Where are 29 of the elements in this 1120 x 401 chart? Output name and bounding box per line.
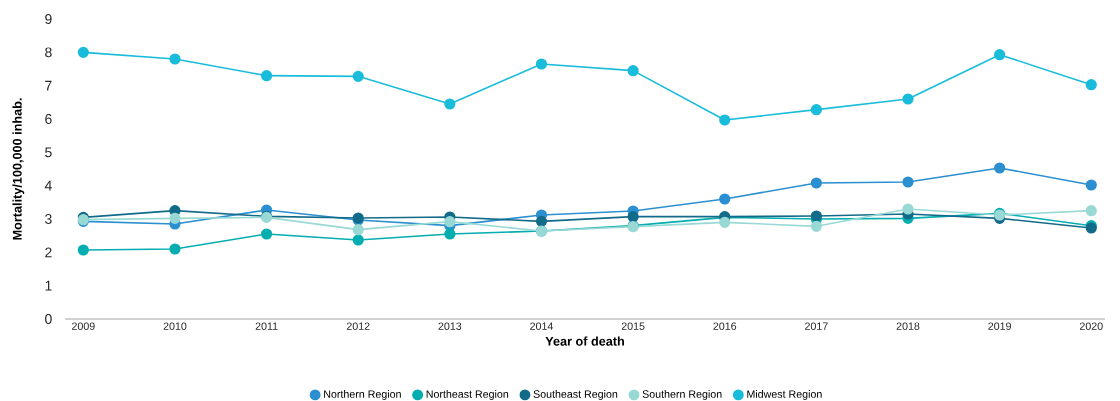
x-tick-label: 2013 bbox=[438, 322, 462, 330]
y-tick-label: 5 bbox=[45, 147, 52, 158]
y-tick-label: 4 bbox=[44, 180, 52, 191]
legend-label: Northeast Region bbox=[426, 390, 509, 400]
x-tick-label: 2012 bbox=[346, 322, 370, 330]
y-tick-label: 0 bbox=[45, 314, 52, 324]
y-tick-label: 1 bbox=[45, 280, 52, 291]
x-tick-label: 2017 bbox=[805, 322, 828, 330]
y-tick-label: 2 bbox=[45, 247, 52, 258]
x-axis-title: Year of death bbox=[545, 336, 624, 346]
legend-label: Midwest Region bbox=[747, 390, 822, 400]
legend-label: Southeast Region bbox=[533, 390, 618, 400]
y-tick-label: 8 bbox=[45, 47, 52, 58]
y-tick-label: 7 bbox=[45, 80, 52, 91]
x-tick-label: 2020 bbox=[1079, 322, 1103, 330]
x-tick-label: 2019 bbox=[988, 322, 1011, 330]
x-tick-label: 2015 bbox=[621, 322, 645, 330]
x-tick-label: 2010 bbox=[163, 322, 187, 330]
x-tick-label: 2011 bbox=[255, 322, 278, 330]
x-tick-label: 2009 bbox=[72, 322, 95, 330]
legend-label: Northern Region bbox=[324, 390, 401, 400]
x-tick-label: 2018 bbox=[896, 322, 920, 330]
y-axis-title: Mortality/100,000 inhab. bbox=[12, 98, 25, 240]
x-tick-label: 2014 bbox=[530, 322, 554, 330]
x-tick-label: 2016 bbox=[713, 322, 737, 330]
y-tick-label: 3 bbox=[45, 214, 52, 224]
y-tick-label: 6 bbox=[45, 114, 52, 124]
y-tick-label: 9 bbox=[45, 14, 52, 24]
legend-label: Southern Region bbox=[642, 390, 722, 400]
